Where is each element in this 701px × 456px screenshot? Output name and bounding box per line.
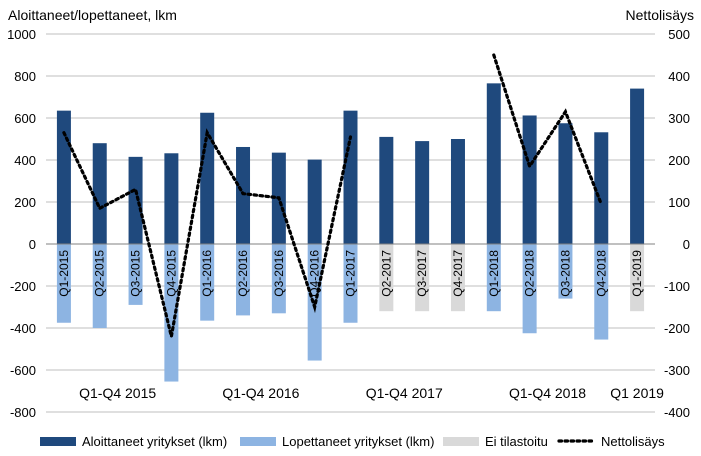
category-label: Q1-2018: [487, 250, 501, 297]
bar: [594, 132, 609, 244]
left-tick-label: -400: [10, 321, 36, 336]
series-line: [492, 53, 603, 206]
right-tick-label: -200: [664, 321, 690, 336]
right-tick-label: -300: [664, 363, 690, 378]
bar: [56, 110, 71, 245]
legend-label: Ei tilastoitu: [485, 434, 548, 449]
bar: [343, 110, 358, 245]
right-tick-label: 500: [668, 27, 690, 42]
legend-label: Aloittaneet yritykset (lkm): [82, 434, 227, 449]
left-tick-label: -800: [10, 405, 36, 420]
bar: [450, 244, 465, 312]
bar: [486, 244, 501, 312]
year-group-label: Q1-Q4 2017: [366, 385, 443, 401]
category-label: Q3-2018: [558, 250, 572, 297]
left-tick-label: 200: [14, 195, 36, 210]
bar: [415, 141, 430, 244]
bar: [558, 123, 573, 244]
bar: [558, 244, 573, 299]
category-label: Q1-2016: [200, 250, 214, 297]
left-tick-label: 400: [14, 153, 36, 168]
category-label: Q3-2015: [129, 250, 143, 297]
left-tick-label: 0: [29, 237, 36, 252]
right-tick-label: 200: [668, 153, 690, 168]
left-tick-label: 600: [14, 111, 36, 126]
right-tick-label: -100: [664, 279, 690, 294]
right-tick-label: 300: [668, 111, 690, 126]
category-label: Q1-2019: [630, 250, 644, 297]
left-tick-label: -600: [10, 363, 36, 378]
bar: [630, 244, 645, 312]
category-labels: Q1-2015 Q2-2015 Q3-2015 Q4-2015 Q1-2016 Q2-20…: [57, 250, 644, 297]
bar: [271, 244, 286, 314]
bar: [486, 83, 501, 244]
category-label: Q2-2015: [93, 250, 107, 297]
legend-swatch: [40, 437, 76, 446]
category-label: Q4-2017: [451, 250, 465, 297]
category-label: Q3-2017: [415, 250, 429, 297]
category-label: Q1-2015: [57, 250, 71, 297]
legend-label: Lopettaneet yritykset (lkm): [282, 434, 434, 449]
right-axis-title: Nettolisäys: [626, 7, 694, 23]
left-tick-label: 800: [14, 69, 36, 84]
right-tick-label: 0: [683, 237, 690, 252]
bar: [164, 244, 179, 382]
bar: [200, 244, 215, 321]
bar: [522, 244, 537, 334]
net-line: [62, 53, 603, 337]
bar: [522, 115, 537, 244]
bars: [56, 83, 645, 382]
year-group-label: Q1-Q4 2016: [222, 385, 299, 401]
bar: [164, 153, 179, 244]
left-axis-ticks: -800 -600 -400 -200 0 200 400 600 800 1000: [7, 27, 36, 420]
left-tick-label: 1000: [7, 27, 36, 42]
legend-swatch: [443, 437, 479, 446]
bar: [630, 88, 645, 244]
category-label: Q2-2016: [236, 250, 250, 297]
left-tick-label: -200: [10, 279, 36, 294]
bar: [594, 244, 609, 340]
year-group-labels: Q1-Q4 2015 Q1-Q4 2016 Q1-Q4 2017 Q1-Q4 2018…: [79, 385, 664, 401]
bar: [92, 244, 107, 328]
bar: [56, 244, 71, 323]
right-tick-label: -400: [664, 405, 690, 420]
bar: [379, 136, 394, 244]
left-axis-title: Aloittaneet/lopettaneet, lkm: [8, 7, 177, 23]
category-label: Q3-2016: [272, 250, 286, 297]
bar: [128, 244, 143, 305]
category-label: Q2-2017: [379, 250, 393, 297]
category-label: Q4-2015: [164, 250, 178, 297]
year-group-label: Q1-Q4 2018: [509, 385, 586, 401]
year-group-label: Q1 2019: [610, 385, 664, 401]
bar: [236, 146, 251, 244]
year-group-label: Q1-Q4 2015: [79, 385, 156, 401]
bar: [236, 244, 251, 316]
legend-label: Nettolisäys: [601, 434, 665, 449]
right-axis-ticks: -400 -300 -200 -100 0 100 200 300 400 500: [664, 27, 690, 420]
bar: [379, 244, 394, 312]
legend: Aloittaneet yritykset (lkm) Lopettaneet y…: [40, 434, 665, 449]
category-label: Q1-2017: [344, 250, 358, 297]
bar: [450, 139, 465, 244]
bar: [343, 244, 358, 323]
category-label: Q2-2018: [523, 250, 537, 297]
right-tick-label: 400: [668, 69, 690, 84]
bar: [307, 159, 322, 244]
category-label: Q4-2018: [594, 250, 608, 297]
bar: [415, 244, 430, 312]
bar: [92, 143, 107, 244]
bar: [128, 156, 143, 244]
legend-swatch: [240, 437, 276, 446]
right-tick-label: 100: [668, 195, 690, 210]
